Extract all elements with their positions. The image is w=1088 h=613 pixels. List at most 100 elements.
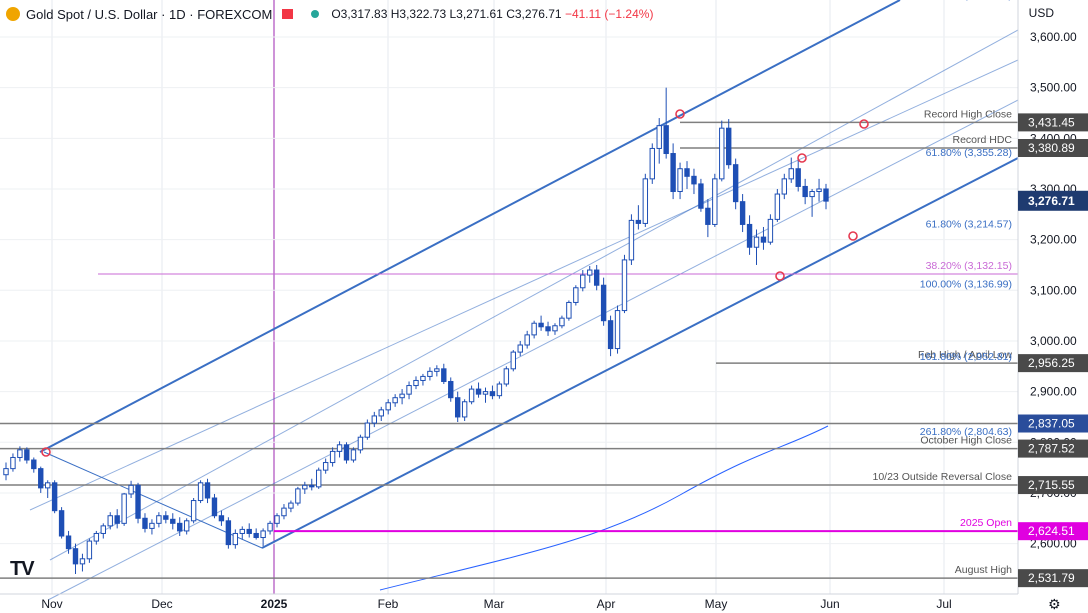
candle-body (566, 301, 572, 319)
candle-body (461, 401, 468, 418)
candle (454, 391, 461, 423)
candle-body (204, 482, 211, 499)
candle (357, 434, 364, 454)
candle (281, 504, 287, 520)
candle (38, 466, 44, 493)
candle (788, 157, 794, 183)
candle (461, 399, 468, 422)
candle (329, 447, 336, 467)
candle-body (156, 515, 162, 524)
candle-body (343, 444, 350, 461)
candle (531, 320, 537, 339)
candle-body (531, 322, 537, 336)
candle-body (225, 520, 232, 546)
candle-body (642, 178, 649, 224)
price-axis (1018, 0, 1088, 594)
candle-body (357, 436, 364, 451)
candle (600, 277, 607, 326)
candle (406, 381, 412, 400)
candle (760, 226, 767, 250)
candle (649, 143, 655, 184)
candle (93, 530, 100, 545)
moving-average-line (379, 425, 829, 591)
candle (587, 265, 593, 283)
candle (781, 173, 788, 200)
candle (274, 513, 280, 528)
candle (100, 523, 106, 539)
candle-body (420, 375, 426, 381)
candle (726, 119, 732, 169)
channel-lower-line (261, 157, 1019, 549)
candle-body (17, 449, 23, 458)
candle-body (406, 385, 412, 395)
fib-label-6: 261.80% (2,804.63) (920, 426, 1012, 438)
candle (316, 467, 322, 489)
level-name-0: Record High Close (924, 108, 1012, 120)
candle (496, 381, 503, 399)
candle-body (816, 188, 822, 193)
channel-inner-line-1 (49, 29, 1019, 561)
candle-body (114, 515, 120, 524)
symbol-title[interactable]: Gold Spot / U.S. Dollar · 1D · FOREXCOM (26, 6, 273, 22)
high-value: H3,322.73 (390, 7, 447, 21)
candle (260, 528, 266, 547)
candle-body (51, 482, 58, 512)
candle (204, 478, 211, 504)
candle-body (781, 178, 788, 195)
candle-body (336, 444, 343, 452)
last-price-badge (1018, 190, 1088, 211)
candle-body (475, 388, 482, 395)
settings-gear-icon[interactable]: ⚙ (1048, 596, 1061, 612)
candle (413, 376, 419, 390)
x-tick-label-5: Apr (597, 597, 616, 611)
level-name-5: 10/23 Outside Reversal Close (873, 471, 1013, 483)
candle-body (503, 368, 510, 385)
candle-body (86, 540, 93, 560)
candle (218, 510, 225, 526)
candle (767, 214, 774, 245)
level-badge-label-7: 2,531.79 (1028, 571, 1075, 585)
pivot-marker-2 (797, 153, 807, 163)
market-status-icon (311, 10, 320, 18)
candle-body (371, 415, 378, 424)
candle (441, 363, 447, 385)
candle-body (170, 518, 176, 524)
flag-icon (282, 9, 294, 19)
level-badge-label-5: 2,715.55 (1028, 478, 1075, 492)
x-tick-label-1: Dec (151, 597, 172, 611)
candle-body (677, 168, 683, 193)
candle (468, 385, 475, 405)
candle-body (190, 500, 197, 522)
candle (135, 482, 141, 524)
candle-body (732, 164, 739, 203)
candle-body (726, 127, 732, 166)
pivot-marker-4 (848, 231, 858, 241)
candle (399, 389, 405, 405)
candle (163, 511, 169, 524)
level-badge-1 (1018, 139, 1088, 158)
candle (225, 517, 232, 549)
candle-body (399, 393, 405, 399)
candle-body (489, 391, 496, 397)
candle-body (753, 236, 760, 248)
candle (72, 543, 79, 574)
y-tick-label-1: 3,500.00 (1030, 81, 1077, 95)
candle (385, 399, 391, 415)
candle (288, 500, 294, 513)
candle-body (218, 515, 225, 522)
candle-body (607, 320, 614, 350)
candle-body (593, 269, 600, 286)
level-badge-0 (1018, 113, 1088, 132)
channel-inner-line-3 (47, 99, 1019, 601)
candle (350, 447, 357, 463)
candle-body (802, 185, 808, 198)
candle (566, 300, 572, 321)
candle-body (441, 368, 447, 382)
level-name-1: Record HDC (952, 134, 1012, 146)
candle (823, 183, 829, 210)
currency-selector[interactable]: USD (1028, 6, 1054, 20)
candle-body (177, 522, 183, 532)
candle (246, 523, 252, 538)
